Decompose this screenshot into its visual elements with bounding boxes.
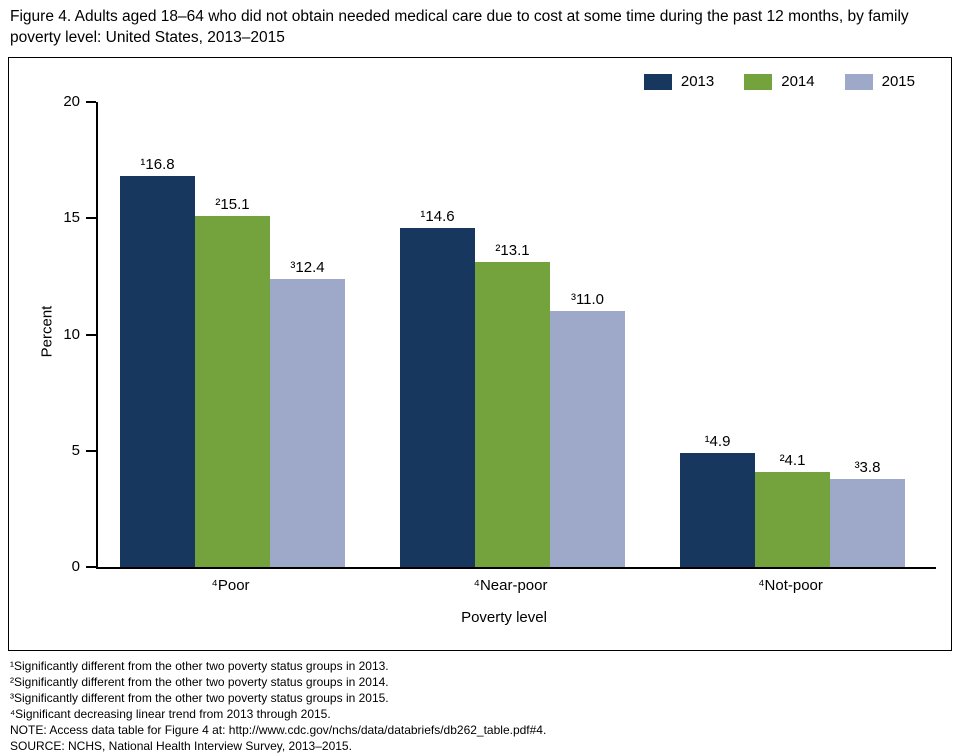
y-tick-label: 10	[63, 325, 80, 343]
y-tick-label: 0	[71, 558, 80, 575]
y-tick-label: 15	[63, 209, 80, 227]
figure-title: Figure 4. Adults aged 18–64 who did not …	[10, 8, 909, 46]
bar-value-label: ²13.1	[495, 242, 530, 260]
bar-with-label: ¹16.8	[120, 156, 195, 567]
legend-label: 2015	[881, 73, 915, 90]
y-tick-mark	[86, 101, 96, 103]
bar-group: ¹16.8 ²15.1 ³12.4	[120, 156, 345, 567]
footnote-line: ¹Significantly different from the other …	[10, 659, 389, 673]
x-axis-title: Poverty level	[461, 609, 547, 626]
y-tick-mark	[86, 449, 96, 452]
legend: 2013 2014 2015	[643, 73, 915, 90]
plot-area: 0 5 10 15 20 ¹16.8 ²15.1 ³12.4 ¹14.6 ²13.1 ³11.0 ¹4…	[63, 93, 936, 575]
bar	[475, 262, 550, 567]
chart-area: 2013 2014 2015 Percent 0 5 10 15 20 ¹16.8 ²15.1 ³…	[8, 57, 952, 651]
footnote-line: ²Significantly different from the other …	[10, 675, 389, 689]
x-category-label: ⁴Not-poor	[758, 577, 823, 594]
footnote-line: NOTE: Access data table for Figure 4 at:…	[10, 723, 547, 737]
y-tick-label: 20	[63, 93, 80, 110]
bar-with-label: ³12.4	[270, 259, 345, 567]
legend-item: 2014	[744, 73, 815, 90]
bar	[550, 311, 625, 567]
legend-swatch-icon	[643, 73, 672, 90]
bar-with-label: ²4.1	[755, 452, 830, 567]
bar-value-label: ¹4.9	[704, 433, 731, 451]
bar-with-label: ²15.1	[195, 196, 270, 567]
legend-item: 2015	[844, 73, 915, 90]
y-tick-label: 5	[71, 441, 80, 459]
footnote-line: SOURCE: NCHS, National Health Interview …	[10, 739, 352, 753]
bar-with-label: ²13.1	[475, 242, 550, 567]
footnote-line: ³Significantly different from the other …	[10, 691, 389, 705]
bar	[120, 176, 195, 567]
bar-with-label: ³3.8	[830, 459, 905, 567]
legend-swatch-icon	[844, 73, 873, 90]
bar	[830, 478, 905, 567]
bar-value-label: ¹16.8	[140, 156, 175, 174]
legend-swatch-icon	[744, 73, 773, 90]
bar-value-label: ¹14.6	[420, 207, 455, 225]
bar	[400, 227, 475, 567]
y-tick-mark	[86, 333, 96, 336]
bar	[270, 278, 345, 567]
x-category-label: ⁴Poor	[211, 577, 250, 594]
legend-label: 2013	[680, 73, 715, 90]
footnote-line: ⁴Significant decreasing linear trend fro…	[10, 707, 331, 721]
bar	[755, 471, 830, 567]
bar-value-label: ³3.8	[854, 458, 881, 476]
bar-group: ¹14.6 ²13.1 ³11.0	[400, 208, 625, 567]
y-tick-mark	[86, 217, 96, 220]
legend-item: 2013	[643, 73, 715, 90]
bar-value-label: ³12.4	[290, 258, 325, 276]
bar-with-label: ¹14.6	[400, 208, 475, 567]
bar-group: ¹4.9 ²4.1 ³3.8	[680, 433, 905, 567]
x-category-label: ⁴Near-poor	[473, 577, 548, 594]
bar-with-label: ¹4.9	[680, 433, 755, 567]
bar-value-label: ²15.1	[215, 195, 250, 213]
x-axis-category-labels: ⁴Poor ⁴Near-poor ⁴Not-poor	[96, 577, 912, 594]
y-tick-mark	[86, 566, 96, 568]
legend-label: 2014	[781, 73, 815, 90]
bar-value-label: ²4.1	[779, 451, 806, 469]
bar	[680, 453, 755, 567]
bar	[195, 215, 270, 567]
footnotes: ¹Significantly different from the other …	[10, 658, 546, 754]
bar-value-label: ³11.0	[570, 291, 605, 309]
bar-with-label: ³11.0	[550, 291, 625, 567]
